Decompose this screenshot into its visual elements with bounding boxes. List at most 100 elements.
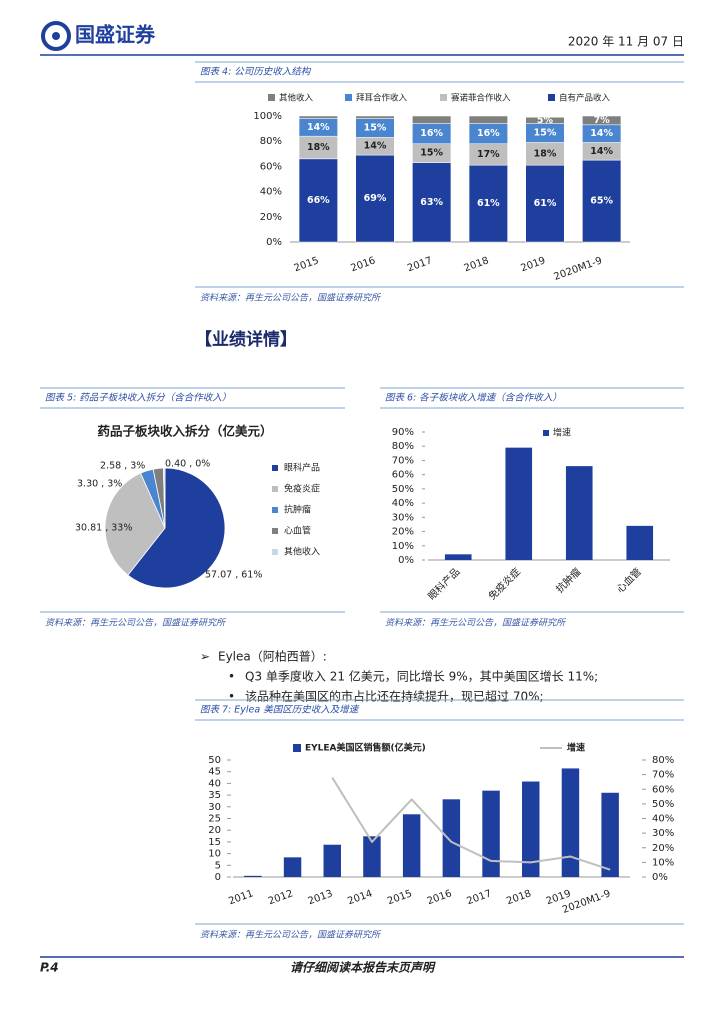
bar-segment [298, 115, 338, 119]
y-tick-label: 10% [652, 857, 674, 868]
y-tick-label: 50 [208, 755, 221, 766]
x-tick-label: 2014 [346, 888, 374, 907]
data-label: 17% [477, 149, 500, 160]
y-tick-label: 25 [208, 814, 221, 825]
x-tick-label: 免疫炎症 [486, 565, 523, 602]
source-note: 资料来源：再生元公司公告，国盛证券研究所 [200, 930, 382, 941]
y-tick-label: 10% [392, 541, 414, 552]
legend-swatch [272, 549, 278, 555]
bar [323, 844, 341, 877]
legend-label: 赛诺菲合作收入 [451, 93, 511, 104]
y-tick-label: 70% [652, 770, 674, 781]
footer-notice: 请仔细阅读本报告末页声明 [290, 961, 436, 975]
bullet-dot: • [228, 690, 235, 704]
data-label: 57.07 , 61% [205, 570, 262, 581]
y-tick-label: 40% [392, 498, 414, 509]
y-tick-label: 45 [208, 767, 221, 778]
bar [444, 554, 472, 560]
y-tick-label: 40% [260, 187, 282, 198]
bullet-item: 该品种在美国区的市占比还在持续提升，现已超过 70%; [245, 689, 544, 704]
x-tick-label: 眼科产品 [425, 565, 462, 602]
y-tick-label: 100% [253, 111, 282, 122]
bar [244, 875, 262, 877]
x-tick-label: 2018 [463, 255, 491, 274]
section-heading: 【业绩详情】 [195, 329, 297, 350]
y-tick-label: 0% [266, 237, 282, 248]
legend-label: 增速 [553, 427, 571, 439]
bar [505, 447, 533, 560]
bar [626, 525, 654, 560]
y-tick-label: 10 [208, 849, 221, 860]
legend-swatch [345, 94, 352, 101]
data-label: 63% [420, 197, 443, 208]
y-tick-label: 20% [392, 527, 414, 538]
legend-label: 眼科产品 [284, 462, 320, 474]
report-date: 2020 年 11 月 07 日 [568, 35, 684, 49]
legend-swatch [440, 94, 447, 101]
data-label: 14% [590, 146, 613, 157]
x-tick-label: 心血管 [614, 565, 644, 595]
bullet-dot: • [228, 670, 235, 684]
bar-segment [582, 159, 622, 243]
x-tick-label: 2020M1-9 [553, 255, 604, 283]
y-tick-label: 20% [260, 212, 282, 223]
data-label: 14% [307, 122, 330, 133]
y-tick-label: 0 [215, 872, 221, 883]
y-tick-label: 30% [652, 828, 674, 839]
legend-swatch [268, 94, 275, 101]
y-tick-label: 80% [652, 755, 674, 766]
data-label: 18% [534, 148, 557, 159]
y-tick-label: 80% [392, 441, 414, 452]
pie-slice [104, 472, 166, 576]
x-tick-label: 抗肿瘤 [553, 565, 583, 595]
x-tick-label: 2017 [465, 888, 493, 907]
source-note: 资料来源：再生元公司公告，国盛证券研究所 [200, 293, 382, 304]
logo-text: 国盛证券 [75, 23, 156, 47]
legend-label: 自有产品收入 [559, 93, 611, 104]
x-tick-label: 2013 [307, 888, 335, 907]
data-label: 14% [364, 141, 387, 152]
figure-caption: 图表 5: 药品子板块收入拆分（含合作收入） [45, 392, 231, 404]
legend-swatch [543, 430, 549, 436]
bar-segment [525, 164, 565, 243]
data-label: 2.58 , 3% [100, 461, 145, 472]
figure-caption: 图表 6: 各子板块收入增速（含合作收入） [385, 392, 562, 404]
bar-segment [468, 164, 508, 243]
logo-icon-dot [52, 32, 60, 40]
x-tick-label: 2015 [386, 888, 414, 907]
data-label: 15% [534, 128, 557, 139]
legend-label: 增速 [567, 742, 585, 754]
pie-slice [162, 467, 166, 529]
legend-label: 其他收入 [284, 546, 320, 558]
y-tick-label: 70% [392, 455, 414, 466]
legend-label: 心血管 [284, 525, 311, 537]
data-label: 7% [594, 115, 611, 126]
bar-segment [468, 115, 508, 124]
legend-label: EYLEA美国区销售额(亿美元) [305, 742, 426, 754]
bar-segment [412, 115, 452, 124]
y-tick-label: 60% [652, 784, 674, 795]
figure-caption: 图表 7: Eylea 美国区历史收入及增速 [200, 704, 360, 716]
data-label: 14% [590, 128, 613, 139]
legend-swatch [272, 507, 278, 513]
figure-caption: 图表 4: 公司历史收入结构 [200, 67, 312, 78]
y-tick-label: 35 [208, 790, 221, 801]
legend-label: 免疫炎症 [284, 483, 320, 495]
bar [565, 466, 593, 560]
legend-label: 抗肿瘤 [284, 504, 311, 516]
x-tick-label: 2017 [406, 255, 434, 274]
bar [283, 857, 302, 877]
bar [363, 836, 381, 877]
bar [482, 790, 500, 877]
y-tick-label: 40% [652, 814, 674, 825]
bullet-head: Eylea（阿柏西普）: [218, 649, 327, 664]
data-label: 61% [477, 198, 500, 209]
bar-segment [525, 117, 565, 124]
data-label: 65% [590, 196, 613, 207]
data-label: 16% [420, 128, 443, 139]
bar-segment [582, 115, 622, 126]
legend-swatch [548, 94, 555, 101]
bar [402, 814, 421, 877]
legend-swatch [293, 744, 301, 752]
x-tick-label: 2016 [426, 888, 454, 907]
